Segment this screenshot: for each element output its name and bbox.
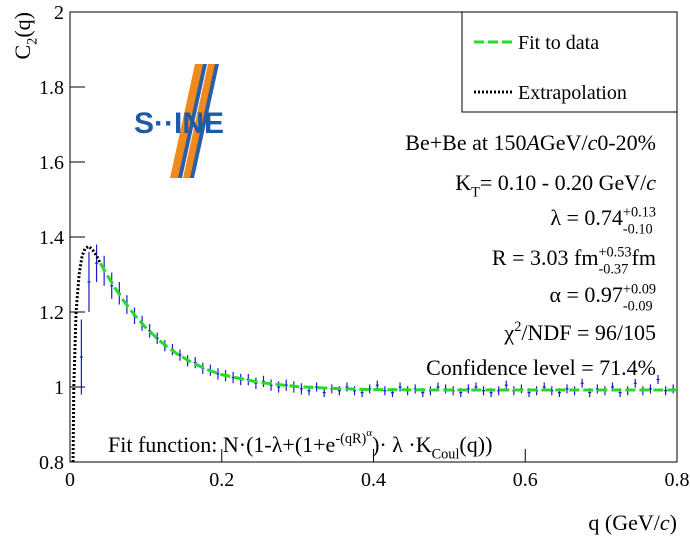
annotation-part: R = 3.03 fm [492,245,599,270]
annotation-part: Be+Be at 150 [405,130,526,155]
annotation-part: +0.13 [623,205,656,221]
annotation-part: λ = 0.74 [550,205,623,230]
annotation-part: 2 [25,38,41,45]
annotation-part: /NDF = 96/105 [521,320,656,345]
annotation: χ 2/NDF = 96/105 [503,319,656,345]
x-tick-label: 0.4 [361,469,386,491]
series-line [71,244,102,463]
logo: S··INE [134,64,224,178]
annotation-part: χ [503,320,514,345]
x-axis-label: q (GeV/c) [588,510,677,535]
y-tick-label: 1.8 [39,77,64,99]
annotation-part: C [10,45,35,60]
annotation-part: ) [670,510,677,535]
x-tick-label: 0 [65,469,75,491]
annotation-part: K [455,170,471,195]
annotation-part: = 0.10 - 0.20 GeV/ [480,170,647,195]
annotation-part: Fit function: N·(1-λ+(1+e [108,432,335,457]
x-tick-label: 0.8 [665,469,690,491]
annotation-part: c [588,130,598,155]
annotation-part: A [524,130,540,155]
y-tick-label: 1.4 [39,227,64,249]
annotation-part: )· λ ·K [372,432,432,457]
annotation: α = 0.97 +0.09-0.09 [549,282,656,315]
annotation-part: q (GeV/ [588,510,660,535]
annotation-part: T [471,185,480,201]
annotation-part: -0.09 [623,298,653,314]
y-tick-label: 2 [54,2,64,24]
annotation-part: 2 [514,319,521,335]
annotation-part: -(qR) [335,431,366,447]
annotation-part: Coul [432,447,460,463]
annotation: λ = 0.74 +0.13-0.10 [550,205,656,238]
legend-label: Extrapolation [518,82,627,104]
x-tick-label: 0.2 [209,469,234,491]
annotation-part: (q) [10,12,35,38]
x-tick-label: 0.6 [513,469,538,491]
annotation: Be+Be at 150 A GeV/c 0-20% [405,130,656,155]
annotation-part: Confidence level = 71.4% [426,355,656,380]
logo-stripe [190,64,219,178]
series-line [99,262,677,392]
annotation-part: -0.37 [598,261,628,277]
y-axis-label: C2(q) [10,12,41,60]
annotation: R = 3.03 fm +0.53-0.37 fm [492,245,656,278]
logo-text: S··INE [134,107,224,140]
fit-function: Fit function: N·(1-λ+(1+e -(qR) α)· λ ·K Co… [108,427,492,462]
logo-stripe [183,64,216,178]
y-tick-label: 0.8 [39,452,64,474]
annotation-part: c [646,170,656,195]
y-tick-label: 1 [54,377,64,399]
y-tick-label: 1.2 [39,302,64,324]
logo-stripe [178,64,207,178]
annotation-part: c [660,510,670,535]
annotation: Confidence level = 71.4% [426,355,656,380]
legend-label: Fit to data [518,32,599,54]
annotation-part: α [366,427,372,439]
logo-stripe [170,64,205,178]
y-tick-label: 1.6 [39,152,64,174]
annotation-part: fm [632,245,656,270]
annotation-part: α = 0.97 [549,282,622,307]
annotation-part: (q)) [459,432,492,457]
annotation-part: 0-20% [597,130,656,155]
legend-box [461,11,678,113]
annotation-part: +0.09 [623,282,656,298]
annotation-part: +0.53 [598,245,631,261]
annotation-part: -0.10 [623,221,653,237]
annotation-part: GeV/ [540,130,589,155]
